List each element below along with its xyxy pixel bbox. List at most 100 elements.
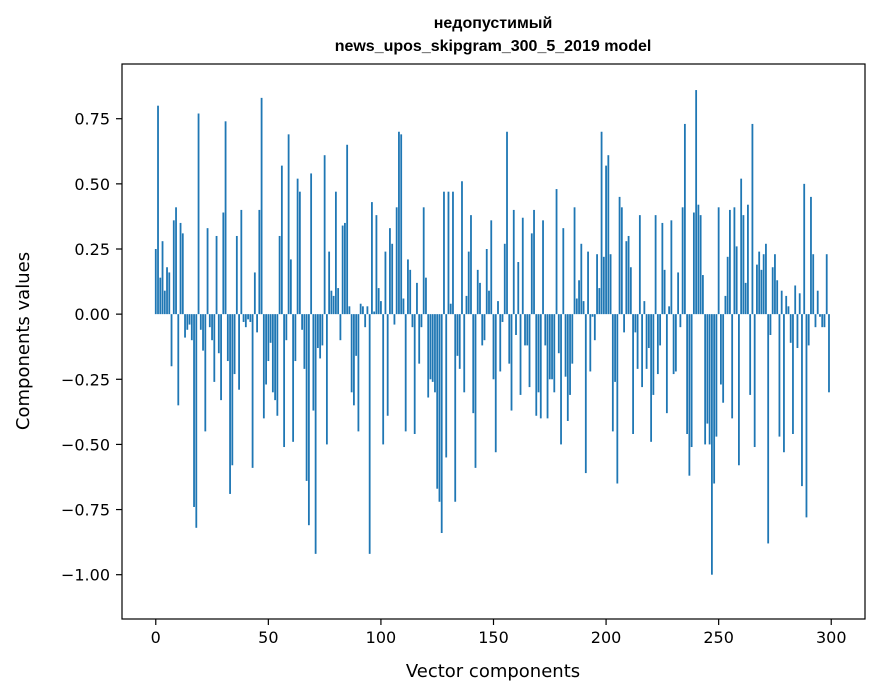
bar-3 [161,241,164,315]
bar-255 [729,209,731,315]
bar-81 [337,288,340,315]
bar-174 [546,314,549,419]
bar-29 [220,314,222,401]
bar-150 [492,314,495,380]
bar-288 [803,183,806,315]
bar-295 [819,314,821,317]
bar-248 [713,314,716,484]
bar-278 [780,290,783,315]
bar-191 [584,314,587,474]
bar-41 [247,314,249,320]
bar-8 [172,220,175,315]
bar-296 [821,314,824,328]
y-axis: 0.75 0.50 0.25 0.00 −0.25 −0.50 −0.75 −1.00 [61,110,122,585]
bar-231 [674,314,677,372]
bar-244 [704,314,707,445]
bar-18 [195,314,198,528]
bar-12 [181,233,184,315]
bar-133 [454,314,457,502]
bar-122 [429,314,432,380]
bar-112 [407,259,409,315]
bar-54 [276,314,279,416]
bar-127 [440,314,443,534]
y-tick-label: 0.25 [74,240,110,259]
bar-49 [265,314,267,385]
bar-101 [382,314,385,445]
bar-21 [202,314,204,351]
bar-107 [395,207,398,315]
y-tick-label: −0.25 [61,370,110,389]
bar-66 [303,314,306,369]
bar-17 [193,314,195,507]
bar-256 [731,314,734,419]
bar-200 [605,165,607,315]
bar-187 [575,298,578,315]
bar-76 [325,314,328,445]
bar-1 [157,105,159,315]
bar-182 [564,314,567,377]
bar-104 [389,228,391,315]
bar-176 [551,314,553,380]
bar-194 [591,314,594,317]
bar-5 [166,267,168,315]
bar-28 [217,314,220,354]
bar-160 [515,314,517,335]
bar-22 [204,314,207,432]
bar-113 [409,269,412,315]
bar-24 [208,314,211,328]
bar-171 [539,314,542,419]
bar-292 [812,254,815,315]
bar-57 [283,314,286,448]
bar-254 [726,256,729,315]
bar-125 [436,314,439,489]
bar-118 [420,314,423,328]
bar-168 [533,209,535,315]
bar-65 [301,314,304,330]
bar-214 [636,314,639,369]
bar-224 [659,314,662,346]
bar-217 [643,301,646,315]
bar-177 [553,314,556,393]
bar-120 [425,277,427,315]
bar-139 [467,251,470,315]
bar-154 [501,314,504,322]
bar-92 [362,306,364,315]
bar-285 [796,314,799,349]
bar-99 [377,288,380,315]
bar-290 [807,314,810,346]
bar-89 [355,314,358,356]
bar-198 [600,131,603,315]
bar-70 [312,314,315,411]
bar-251 [720,314,722,385]
bar-91 [359,303,362,315]
bar-208 [623,314,625,333]
bar-175 [548,314,551,380]
bar-19 [197,113,200,315]
bar-283 [792,314,794,434]
bar-36 [235,235,238,315]
bar-297 [823,314,826,328]
y-tick-label: −0.75 [61,501,110,520]
bar-82 [339,314,342,341]
bar-272 [767,314,770,544]
bar-67 [305,314,308,481]
bar-100 [380,301,382,315]
bar-10 [177,314,180,406]
bar-61 [292,314,295,442]
bar-250 [717,207,720,315]
bar-42 [249,314,252,322]
bar-218 [645,314,648,369]
bar-63 [296,178,299,315]
bar-203 [611,314,614,432]
bar-2 [159,277,162,315]
bar-151 [494,314,497,453]
bar-124 [434,314,436,393]
bar-294 [816,290,819,315]
bar-147 [485,249,488,315]
bar-184 [569,314,571,395]
bar-84 [344,222,346,315]
bar-196 [596,254,598,315]
y-tick-label: −1.00 [61,566,110,585]
bar-111 [404,314,407,432]
bar-204 [614,314,616,382]
